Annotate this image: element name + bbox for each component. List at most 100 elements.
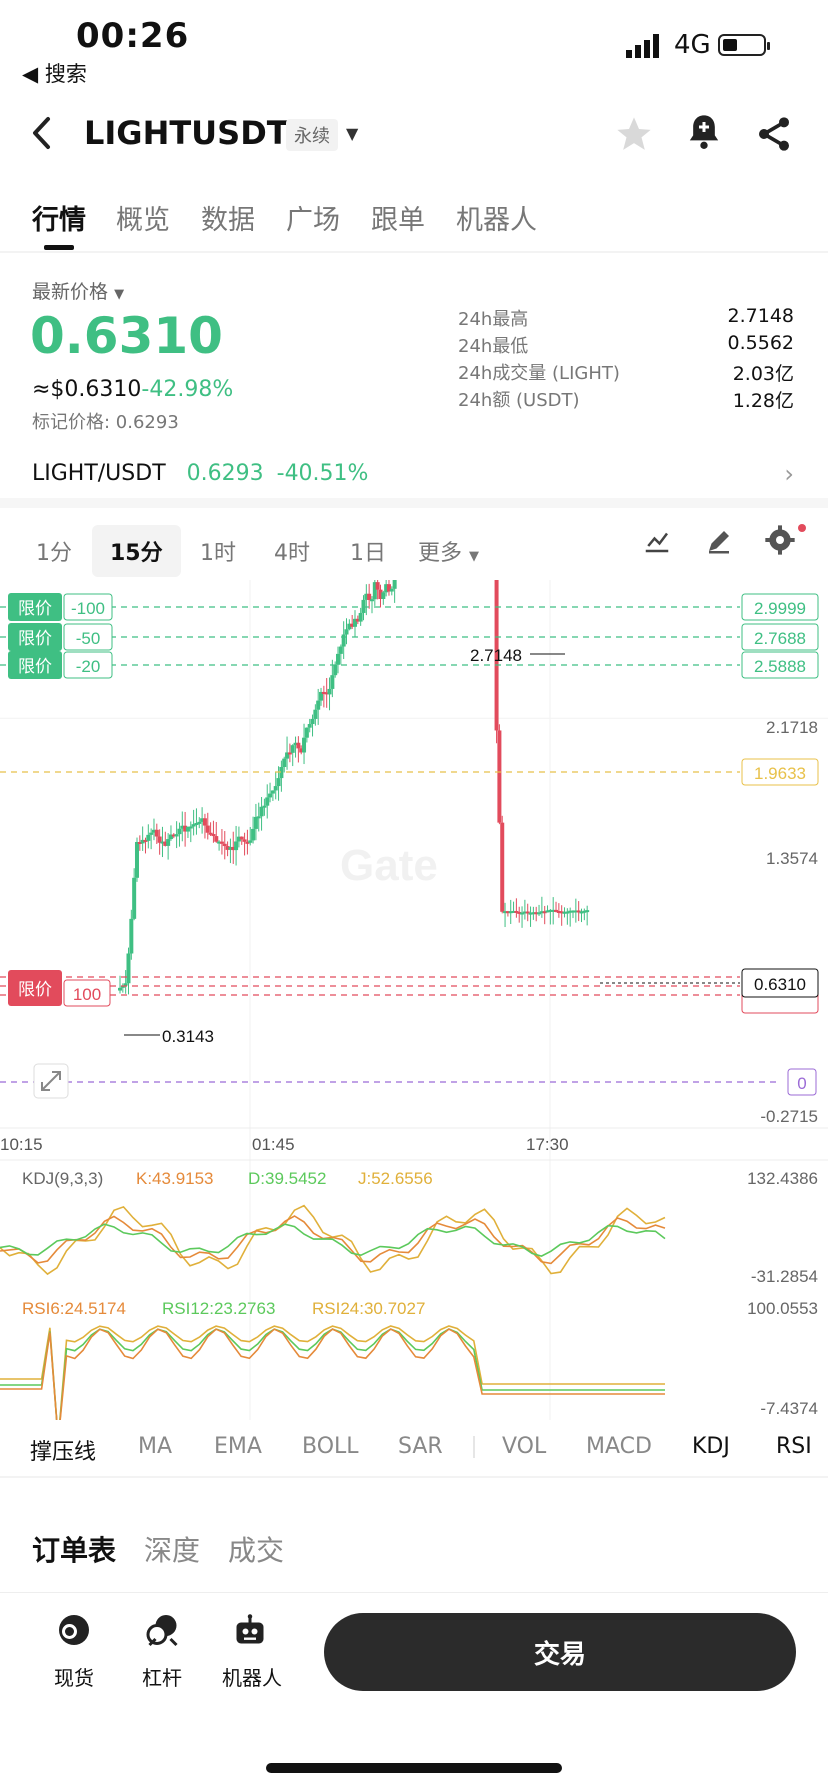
candle-body — [359, 613, 363, 622]
nav-bots-label[interactable]: 机器人 — [222, 1662, 282, 1691]
tab-order-book[interactable]: 订单表 — [32, 1529, 116, 1569]
alert-price-text: 1.9633 — [754, 764, 806, 783]
limit-price-text: 2.5888 — [754, 657, 806, 676]
tab-depth[interactable]: 深度 — [144, 1529, 200, 1569]
indicator-boll[interactable]: BOLL — [302, 1434, 359, 1459]
limit-label-text: 限价 — [18, 629, 52, 648]
indicator-kdj[interactable]: KDJ — [692, 1434, 730, 1459]
price-chart[interactable]: Gate 2.9999 限价 -100 2.7688 限价 -50 2.5888 限价 -20 1… — [0, 580, 828, 1420]
tab-square[interactable]: 广场 — [286, 198, 340, 237]
candle-body — [345, 629, 349, 634]
candlestick-series — [118, 580, 589, 994]
timeframe-15m[interactable]: 15分 — [92, 525, 181, 577]
tab-market[interactable]: 行情 — [32, 198, 86, 237]
x-axis-label: 17:30 — [526, 1135, 569, 1154]
candle-body — [277, 778, 281, 786]
star-icon[interactable] — [614, 114, 654, 154]
indicator-icon[interactable] — [642, 526, 672, 556]
robot-icon[interactable] — [232, 1612, 268, 1648]
network-label: 4G — [674, 30, 711, 60]
divider — [0, 1592, 828, 1593]
candle-body — [251, 829, 255, 840]
limit-price-text: 2.7688 — [754, 629, 806, 648]
timeframe-1m[interactable]: 1分 — [18, 525, 90, 577]
gear-icon[interactable] — [764, 524, 796, 556]
timeframe-1d[interactable]: 1日 — [332, 525, 404, 577]
candle-body — [271, 790, 275, 793]
home-indicator[interactable] — [266, 1763, 562, 1773]
signal-icon — [626, 34, 666, 58]
candle-body — [126, 953, 130, 983]
indicator-ema[interactable]: EMA — [214, 1434, 262, 1459]
candle-body — [339, 647, 343, 654]
indicator-sar[interactable]: SAR — [398, 1434, 443, 1459]
candle-body — [342, 634, 346, 646]
timeframe-4h[interactable]: 4时 — [256, 525, 328, 577]
candle-body — [223, 844, 227, 846]
perpetual-badge: 永续 — [286, 119, 338, 151]
tab-bots[interactable]: 机器人 — [456, 198, 537, 237]
caret-down-icon[interactable]: ▼ — [346, 124, 358, 143]
indicator-sr-lines[interactable]: 撑压线 — [30, 1434, 96, 1466]
rsi12: RSI12:23.2763 — [162, 1299, 275, 1318]
chevron-left-icon[interactable] — [30, 116, 54, 150]
tab-data[interactable]: 数据 — [201, 198, 255, 237]
candle-body — [330, 675, 334, 689]
candle-body — [243, 839, 247, 841]
leverage-icon[interactable] — [144, 1612, 182, 1648]
candle-body — [302, 738, 306, 753]
candle-body — [305, 728, 309, 738]
timeframe-1h[interactable]: 1时 — [182, 525, 254, 577]
candle-body — [282, 759, 286, 767]
kdj-j: J:52.6556 — [358, 1169, 433, 1188]
nav-leverage-label[interactable]: 杠杆 — [142, 1662, 182, 1691]
tab-trades[interactable]: 成交 — [228, 1529, 284, 1569]
spot-pair-row[interactable]: LIGHT/USDT 0.6293 -40.51% — [32, 461, 368, 486]
bell-plus-icon[interactable] — [684, 112, 724, 152]
tab-copy-trade[interactable]: 跟单 — [371, 198, 425, 237]
candle-body — [308, 724, 312, 728]
chevron-right-icon[interactable]: › — [784, 460, 794, 488]
back-to-search-link[interactable]: ◀ 搜索 — [22, 58, 87, 88]
candle-body — [291, 745, 295, 753]
indicator-macd[interactable]: MACD — [586, 1434, 652, 1459]
share-icon[interactable] — [754, 114, 794, 154]
candle-body — [155, 830, 159, 837]
kdj-min: -31.2854 — [751, 1267, 818, 1286]
candle-body — [336, 654, 340, 665]
kdj-panel: KDJ(9,3,3) K:43.9153 D:39.5452 J:52.6556 132… — [0, 1169, 818, 1286]
timeframe-more[interactable]: 更多 ▼ — [400, 525, 497, 577]
candle-body — [220, 842, 224, 844]
trade-button[interactable]: 交易 — [324, 1613, 796, 1691]
indicator-ma[interactable]: MA — [138, 1434, 172, 1459]
last-price-tag-text: 0.6310 — [754, 975, 806, 994]
indicator-rsi[interactable]: RSI — [776, 1434, 812, 1459]
mark-price: 标记价格: 0.6293 — [32, 408, 179, 434]
rsi-line — [0, 1329, 665, 1420]
candle-body — [500, 823, 504, 912]
candle-body — [175, 834, 179, 836]
low-label: 0.3143 — [162, 1027, 214, 1046]
tab-overview[interactable]: 概览 — [116, 198, 170, 237]
candle-body — [311, 719, 315, 724]
last-price-label[interactable]: 最新价格 ▼ — [32, 277, 124, 304]
usd-price: ≈$0.6310-42.98% — [32, 377, 233, 402]
section-divider — [0, 498, 828, 508]
buy-offset-text: 100 — [73, 985, 101, 1004]
symbol-title[interactable]: LIGHTUSDT — [84, 114, 289, 152]
buy-limit-label-text: 限价 — [18, 980, 52, 999]
nav-spot-label[interactable]: 现货 — [54, 1662, 94, 1691]
candle-body — [211, 834, 215, 836]
candle-body — [132, 878, 136, 919]
rsi24: RSI24:30.7027 — [312, 1299, 425, 1318]
candle-body — [265, 797, 269, 805]
candle-body — [240, 837, 244, 840]
chart-grid — [0, 580, 828, 1420]
spot-icon[interactable] — [56, 1612, 92, 1648]
indicator-vol[interactable]: VOL — [502, 1434, 546, 1459]
kdj-title: KDJ(9,3,3) — [22, 1169, 103, 1188]
draw-pencil-icon[interactable] — [704, 526, 734, 556]
candle-body — [257, 816, 261, 818]
limit-offset-text: -50 — [76, 629, 101, 648]
y-axis-label: 2.1718 — [766, 718, 818, 737]
